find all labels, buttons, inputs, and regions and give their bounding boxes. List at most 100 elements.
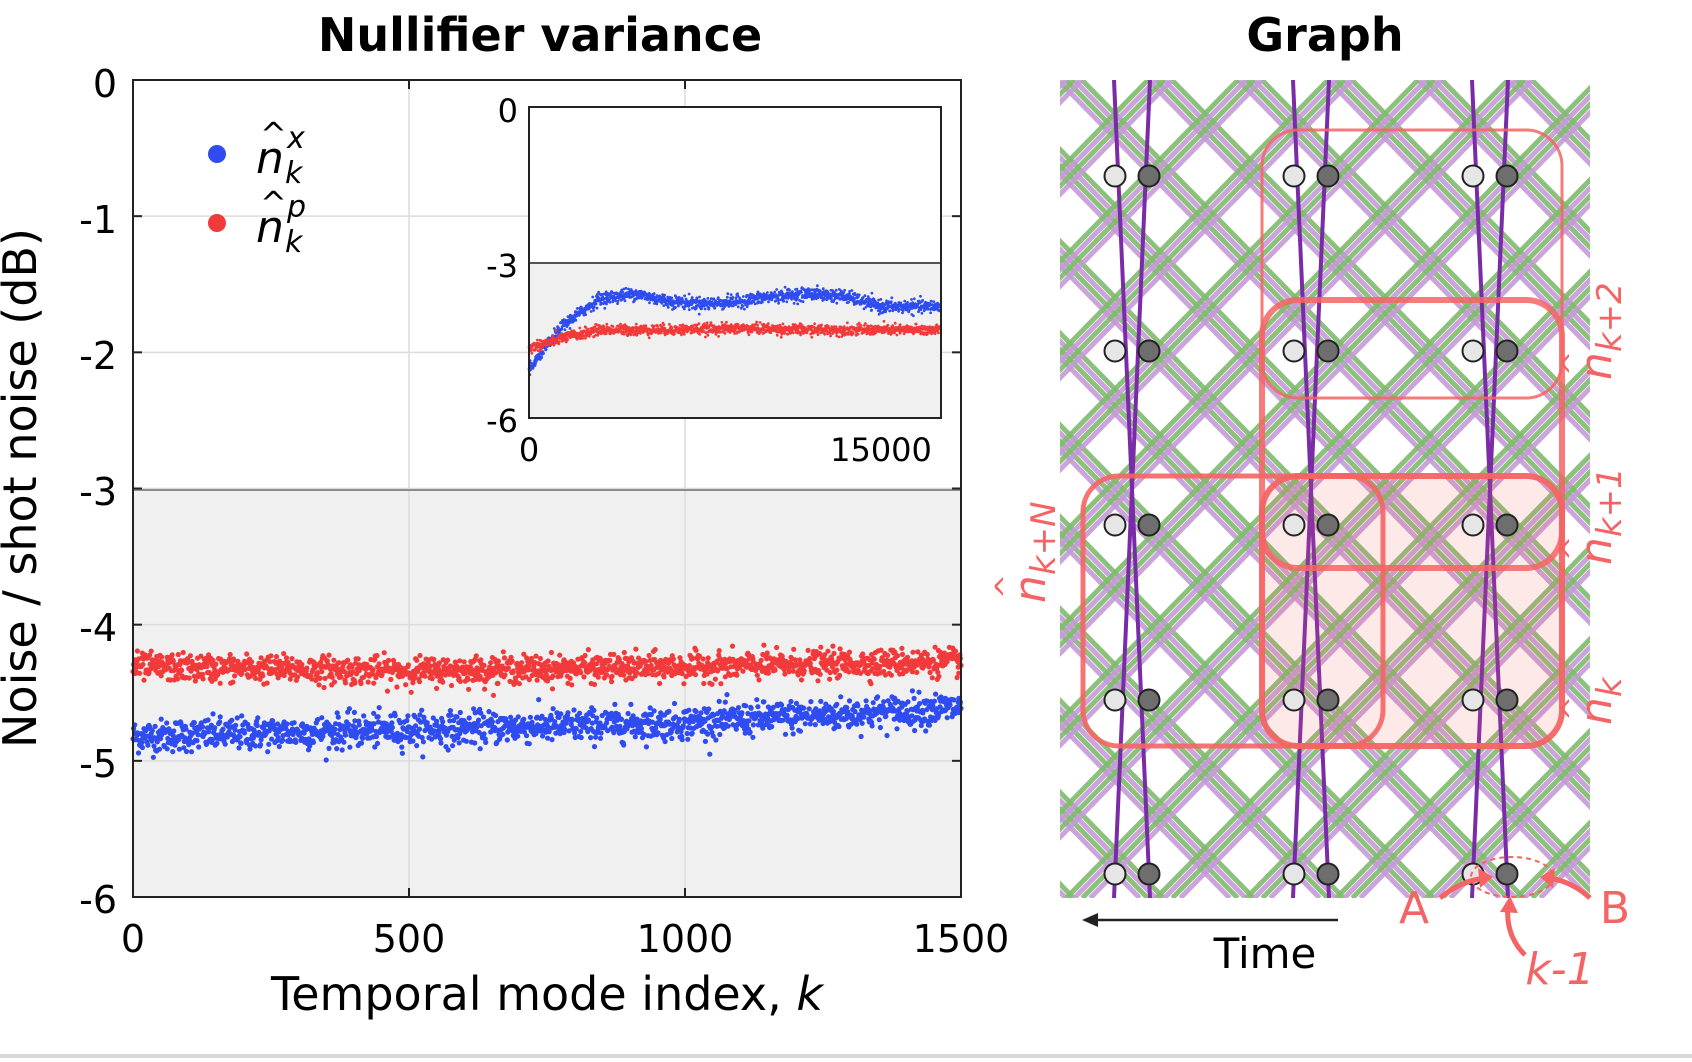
data-point-np [496,659,501,664]
data-point-np [930,675,935,680]
data-point-nx [527,741,532,746]
data-point-np [434,686,439,691]
data-point-nx [706,706,711,711]
inset-point-np [653,325,656,328]
data-point-nx [878,725,883,730]
data-point-nx [145,743,150,748]
legend-sup-p: p [286,190,306,225]
inset-point-nx [726,296,729,299]
data-point-nx [239,713,244,718]
inset-point-nx [667,306,670,309]
data-point-np [265,681,270,686]
data-point-np [900,652,905,657]
data-point-nx [551,706,556,711]
data-point-nx [644,744,649,749]
data-point-nx [912,696,917,701]
inset-point-nx [746,305,749,308]
data-point-nx [750,735,755,740]
inset-point-nx [609,301,612,304]
inset-point-nx [688,308,691,311]
data-point-np [596,675,601,680]
data-point-np [818,672,823,677]
data-point-nx [420,754,425,759]
data-point-nx [472,740,477,745]
inset-point-np [530,352,533,355]
inset-point-nx [929,311,932,314]
inset-point-nx [621,291,624,294]
inset-point-nx [737,305,740,308]
data-point-nx [390,725,395,730]
inset-point-nx [704,308,707,311]
data-point-np [910,650,915,655]
data-point-np [557,653,562,658]
data-point-nx [486,709,491,714]
data-point-nx [698,710,703,715]
data-point-nx [739,710,744,715]
data-point-nx [417,727,422,732]
data-point-np [466,687,471,692]
data-point-nx [808,699,813,704]
inset-point-nx [730,293,733,296]
data-point-nx [238,734,243,739]
data-point-nx [515,734,520,739]
data-point-nx [592,744,597,749]
inset-point-nx [663,294,666,297]
data-point-np [622,650,627,655]
data-point-nx [754,697,759,702]
data-point-nx [545,736,550,741]
data-point-np [510,659,515,664]
data-point-nx [478,746,483,751]
data-point-nx [672,701,677,706]
data-point-nx [341,740,346,745]
data-point-np [730,644,735,649]
inset-point-np [605,332,608,335]
data-point-nx [500,732,505,737]
data-point-nx [838,694,843,699]
inset-point-nx [603,307,606,310]
data-point-nx [239,741,244,746]
data-point-nx [598,736,603,741]
data-point-nx [916,690,921,695]
data-point-nx [440,719,445,724]
inset-point-nx [777,299,780,302]
data-point-nx [343,733,348,738]
data-point-np [213,662,218,667]
data-point-nx [594,715,599,720]
inset-point-nx [717,296,720,299]
data-point-np [175,676,180,681]
data-point-np [228,652,233,657]
data-point-nx [790,725,795,730]
inset-point-nx [906,301,909,304]
data-point-nx [755,704,760,709]
data-point-np [825,649,830,654]
data-point-np [193,678,198,683]
data-point-nx [574,726,579,731]
data-point-nx [332,727,337,732]
inset-point-nx [761,301,764,304]
data-point-nx [875,694,880,699]
data-point-np [253,676,258,681]
data-point-nx [599,730,604,735]
data-point-nx [947,702,952,707]
inset-point-nx [766,291,769,294]
inset-point-nx [742,295,745,298]
data-point-np [657,681,662,686]
data-point-nx [448,708,453,713]
inset-point-nx [698,313,701,316]
data-point-np [495,681,500,686]
inset-point-nx [575,319,578,322]
inset-point-nx [880,298,883,301]
data-point-np [761,643,766,648]
data-point-nx [861,715,866,720]
data-point-nx [686,708,691,713]
data-point-nx [847,698,852,703]
data-point-np [693,648,698,653]
data-point-np [538,656,543,661]
data-point-nx [421,739,426,744]
data-point-nx [521,717,526,722]
inset-point-nx [714,306,717,309]
inset-point-nx [796,303,799,306]
data-point-nx [253,743,258,748]
data-point-nx [803,721,808,726]
data-point-nx [170,749,175,754]
